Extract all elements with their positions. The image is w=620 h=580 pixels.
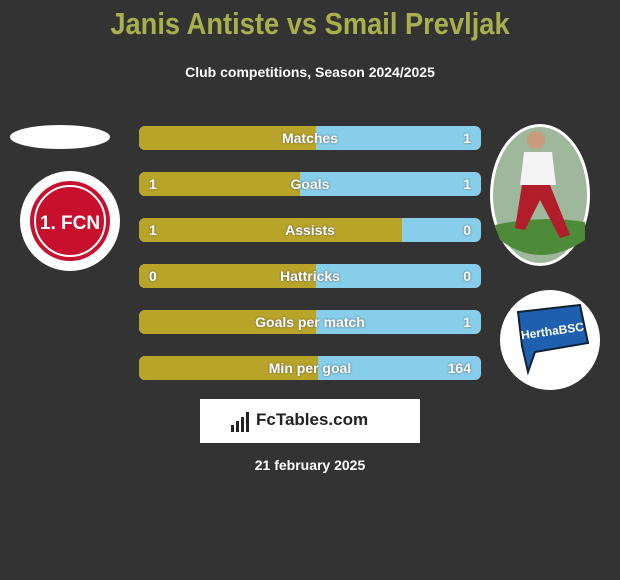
right-value: 164 — [447, 360, 471, 376]
stat-label: Matches — [281, 130, 339, 146]
player-legs — [515, 185, 570, 238]
stat-row: Min per goal 164 — [139, 356, 481, 380]
date: 21 february 2025 — [254, 457, 366, 473]
stat-label: Min per goal — [268, 360, 352, 376]
stat-row: Assists 1 0 — [139, 218, 481, 242]
right-value: 1 — [463, 130, 471, 146]
subtitle: Club competitions, Season 2024/2025 — [185, 64, 435, 80]
brand-box: FcTables.com — [200, 399, 420, 443]
right-value: 1 — [463, 176, 471, 192]
title: Janis Antiste vs Smail Prevljak — [110, 6, 510, 41]
stat-row: Hattricks 0 0 — [139, 264, 481, 288]
stat-label: Goals per match — [255, 314, 365, 330]
stat-label: Hattricks — [280, 268, 340, 284]
right-value: 1 — [463, 314, 471, 330]
stat-row: Goals per match 1 — [139, 310, 481, 334]
left-value: 1 — [149, 222, 157, 238]
right-value: 0 — [463, 268, 471, 284]
left-logo-ring — [34, 185, 106, 257]
stat-row: Goals 1 1 — [139, 172, 481, 196]
player-shirt — [520, 152, 556, 185]
stat-label: Assists — [285, 222, 335, 238]
player-head — [527, 131, 545, 149]
brand-text: FcTables.com — [256, 410, 369, 429]
left-value: 0 — [149, 268, 157, 284]
placeholder — [10, 125, 110, 149]
right-value: 0 — [463, 222, 471, 238]
right-logo — [516, 303, 590, 376]
left-logo-text: 1. FCN — [40, 213, 100, 234]
left-value: 1 — [149, 176, 157, 192]
stat-row: Matches 1 — [139, 126, 481, 150]
left-logo — [30, 181, 110, 261]
brand-icon — [231, 412, 249, 432]
stat-label: Goals — [290, 176, 330, 192]
